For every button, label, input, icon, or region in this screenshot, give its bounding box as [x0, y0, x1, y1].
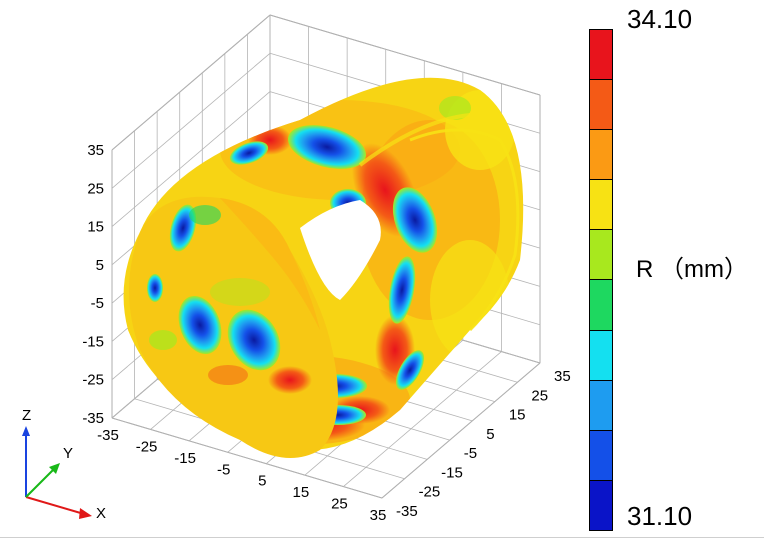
colorbar-segment: [590, 380, 612, 431]
colorbar-segment: [590, 130, 612, 181]
gridline: [381, 362, 541, 499]
colorbar-segment: [590, 230, 612, 281]
tick-label: 35: [554, 368, 571, 385]
colorbar-segment: [590, 30, 612, 81]
tick-label: -15: [82, 333, 104, 350]
tick-label: 15: [87, 219, 104, 236]
cylinder-inner-hole: [300, 200, 381, 300]
colorbar-segment: [590, 80, 612, 131]
tick-label: -5: [217, 461, 230, 478]
tick-label: 5: [258, 473, 266, 490]
tick-label: -35: [396, 503, 418, 520]
tick-label: -35: [97, 427, 119, 444]
tick-label: -35: [82, 410, 104, 427]
colorbar-segment: [590, 280, 612, 331]
tick-label: -25: [419, 484, 441, 501]
triad-x-label: X: [96, 505, 106, 522]
y-axis-tick-labels: -35-25-15-5 5 15 25 35: [396, 368, 571, 520]
triad-x-arrowhead: [79, 508, 92, 519]
triad-x-axis: [25, 496, 85, 515]
cylinder-surface: [123, 77, 524, 458]
tick-label: 5: [486, 426, 494, 443]
triad-z-arrowhead: [22, 426, 30, 436]
tick-label: 15: [509, 407, 526, 424]
tick-label: 35: [87, 142, 104, 159]
colorbar-segment: [590, 480, 612, 530]
tick-label: -25: [136, 438, 158, 455]
tick-label: -5: [464, 445, 477, 462]
tick-label: -15: [174, 450, 196, 467]
tick-label: 35: [370, 507, 387, 524]
colorbar-segment: [590, 180, 612, 231]
gridline: [111, 91, 271, 227]
tick-label: -5: [91, 295, 104, 312]
colorbar-unit-label: R （mm）: [636, 256, 748, 283]
triad-y-arrowhead: [49, 463, 60, 474]
gridline: [111, 417, 383, 499]
tick-label: 15: [293, 484, 310, 501]
tick-label: -25: [82, 372, 104, 389]
tick-label: 5: [96, 257, 104, 274]
triad-y-axis: [25, 467, 56, 498]
gridline: [269, 14, 541, 96]
colorbar-segment: [590, 430, 612, 481]
triad-z-label: Z: [22, 407, 31, 424]
gridline: [111, 14, 271, 151]
colorbar-max-label: 34.10: [627, 4, 693, 34]
bottom-divider: [0, 537, 764, 538]
tick-label: 25: [87, 180, 104, 197]
tick-label: 25: [531, 387, 548, 404]
colorbar-segment: [590, 330, 612, 381]
tick-label: 25: [331, 496, 348, 513]
gridline: [111, 52, 271, 189]
z-axis-tick-labels: -35 -25 -15 -5 5 15 25 35: [82, 142, 104, 427]
gridline: [343, 351, 502, 487]
tick-label: -15: [441, 464, 463, 481]
triad-y-label: Y: [63, 445, 73, 462]
colorbar: [589, 29, 613, 531]
colorbar-min-label: 31.10: [627, 501, 693, 531]
axis-triad: Z Y X: [22, 407, 106, 522]
x-axis-tick-labels: -35 -25 -15 -5 5 15 25 35: [97, 427, 386, 524]
